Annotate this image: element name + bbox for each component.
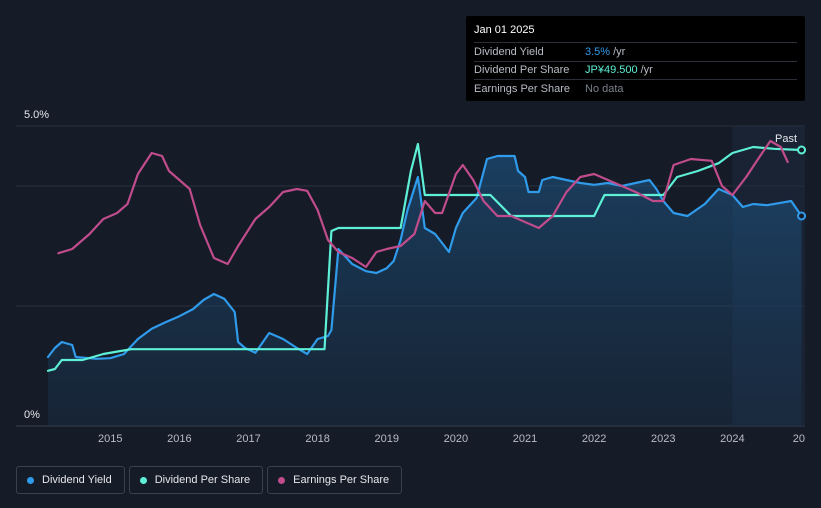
x-tick-label: 2016 — [167, 433, 191, 445]
tooltip-label: Earnings Per Share — [474, 82, 570, 95]
y-tick-label: 0% — [24, 409, 40, 421]
tooltip-date: Jan 01 2025 — [474, 24, 535, 36]
tooltip-unit: /yr — [640, 64, 653, 77]
x-axis-ticks: 2015 2016 2017 2018 2019 2020 2021 2022 2023 2024… — [98, 433, 805, 445]
x-tick-label: 2019 — [375, 433, 399, 445]
dividend-yield-area — [48, 156, 802, 426]
x-tick-label: 20 — [793, 433, 805, 445]
x-tick-label: 2022 — [582, 433, 606, 445]
legend-label: Dividend Yield — [42, 474, 112, 486]
tooltip-value: JP¥49.500 — [585, 64, 638, 77]
tooltip-label: Dividend Yield — [474, 45, 544, 58]
x-tick-label: 2023 — [651, 433, 675, 445]
y-axis-ticks: 5.0% 0% — [24, 109, 49, 421]
tooltip-label: Dividend Per Share — [474, 64, 570, 77]
tooltip-value: 3.5% — [585, 45, 611, 58]
legend-label: Earnings Per Share — [293, 474, 390, 486]
past-label: Past — [775, 133, 797, 145]
legend-earnings-per-share[interactable]: Earnings Per Share — [267, 466, 403, 494]
x-tick-label: 2020 — [444, 433, 468, 445]
legend-dividend-per-share[interactable]: Dividend Per Share — [128, 466, 264, 494]
dividend-yield-line — [46, 154, 803, 360]
tooltip-row-dividend-yield: Dividend Yield 3.5%/yr — [474, 42, 797, 61]
series-layer — [46, 139, 807, 426]
tooltip-unit: /yr — [613, 45, 626, 58]
legend-dividend-yield[interactable]: Dividend Yield — [16, 466, 125, 494]
dividend-per-share-end-marker — [797, 145, 807, 155]
tooltip-row-dividend-per-share: Dividend Per Share JP¥49.500/yr — [474, 60, 797, 80]
hover-tooltip: Jan 01 2025 Dividend Yield 3.5%/yr Divid… — [466, 16, 805, 101]
tooltip-row-earnings-per-share: Earnings Per Share No data — [474, 79, 797, 98]
legend-label: Dividend Per Share — [154, 474, 251, 486]
legend-dot-icon — [139, 476, 147, 484]
earnings-per-share-line — [57, 139, 789, 269]
chart-legend: Dividend Yield Dividend Per Share Earnin… — [16, 466, 403, 494]
dividend-per-share-line — [46, 142, 803, 372]
x-tick-label: 2015 — [98, 433, 122, 445]
legend-dot-icon — [27, 476, 34, 484]
x-tick-label: 2017 — [236, 433, 260, 445]
legend-dot-icon — [278, 476, 286, 484]
y-tick-label: 5.0% — [24, 109, 49, 121]
x-tick-label: 2021 — [513, 433, 537, 445]
dividend-yield-end-marker — [797, 211, 807, 221]
x-tick-label: 2018 — [305, 433, 329, 445]
x-tick-label: 2024 — [720, 433, 744, 445]
tooltip-value: No data — [585, 82, 624, 95]
